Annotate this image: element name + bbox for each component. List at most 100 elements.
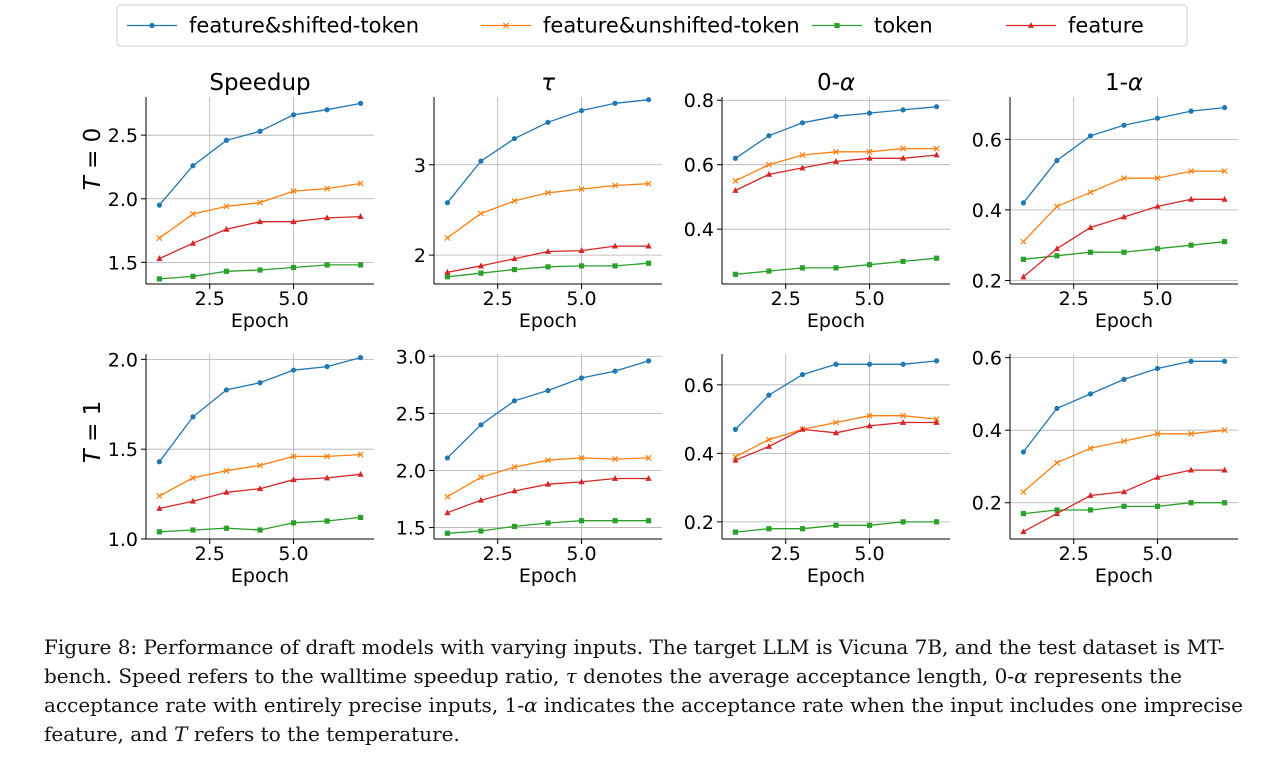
figure-caption: Figure 8: Performance of draft models wi… bbox=[44, 635, 1243, 746]
series-line bbox=[158, 356, 361, 463]
data-point bbox=[444, 200, 451, 206]
chart-panel: 2.5 5.0 0.4 0.6 0.8 Epoch 0-α bbox=[684, 70, 950, 332]
legend-item-triangle: feature bbox=[1006, 14, 1144, 38]
legend-swatch-marker bbox=[1027, 22, 1035, 28]
data-point-stroke-b bbox=[1221, 427, 1228, 434]
data-point bbox=[545, 119, 551, 125]
data-point bbox=[156, 505, 163, 511]
data-point bbox=[290, 218, 297, 225]
data-point bbox=[1187, 466, 1195, 473]
data-point bbox=[357, 262, 364, 268]
data-point bbox=[511, 487, 518, 494]
data-point bbox=[1221, 500, 1228, 506]
data-point bbox=[223, 387, 230, 393]
data-point bbox=[256, 462, 264, 469]
data-point bbox=[1120, 213, 1128, 220]
data-point bbox=[578, 107, 585, 114]
data-point bbox=[612, 182, 619, 189]
data-point bbox=[1053, 203, 1060, 210]
data-point-stroke-b bbox=[1154, 175, 1161, 182]
x-axis-label: Epoch bbox=[519, 310, 577, 332]
data-point-stroke-b bbox=[1020, 238, 1027, 245]
data-point bbox=[1020, 200, 1027, 206]
data-point-stroke-b bbox=[732, 177, 739, 184]
legend-swatch-marker-stroke-b bbox=[502, 22, 510, 29]
data-point bbox=[444, 493, 451, 500]
data-point-stroke-b bbox=[256, 462, 264, 469]
data-point bbox=[223, 525, 230, 531]
data-point bbox=[645, 97, 652, 103]
data-point bbox=[866, 412, 873, 419]
data-point bbox=[933, 145, 940, 152]
data-point bbox=[1188, 358, 1194, 364]
data-point-stroke-b bbox=[578, 454, 585, 461]
data-point-stroke-b bbox=[444, 234, 451, 241]
data-point bbox=[933, 419, 940, 425]
data-point bbox=[933, 358, 940, 364]
y-tick-label: 0.4 bbox=[972, 200, 1002, 222]
chart-panel: 2.5 5.0 1.0 1.5 2.0 Epoch bbox=[108, 349, 374, 587]
x-tick-label: 5.0 bbox=[1142, 288, 1172, 310]
data-point bbox=[1020, 238, 1027, 245]
data-point bbox=[866, 154, 873, 161]
data-point bbox=[223, 137, 230, 143]
data-point bbox=[933, 519, 940, 525]
data-point bbox=[1188, 108, 1194, 114]
data-point bbox=[1087, 133, 1094, 139]
data-point-stroke-b bbox=[866, 412, 873, 419]
panel-title-symbol: α bbox=[840, 70, 855, 96]
data-point bbox=[189, 239, 197, 246]
data-point bbox=[1053, 510, 1061, 517]
data-point bbox=[1087, 224, 1094, 230]
data-point bbox=[1154, 202, 1161, 209]
data-point bbox=[799, 526, 806, 532]
data-point-stroke-b bbox=[223, 203, 230, 210]
data-point-stroke-b bbox=[645, 454, 652, 461]
data-point bbox=[1221, 358, 1228, 364]
data-point bbox=[189, 211, 196, 218]
data-point bbox=[799, 265, 806, 271]
legend: feature&shifted-token feature&unshifted-t… bbox=[116, 4, 1188, 47]
chart-panel: 2.5 5.0 2 3 Epoch τ bbox=[414, 70, 662, 332]
data-point bbox=[156, 255, 163, 261]
data-point bbox=[578, 454, 585, 461]
x-tick-label: 5.0 bbox=[278, 543, 308, 565]
data-point bbox=[324, 518, 330, 524]
y-tick-label: 1.5 bbox=[108, 252, 138, 274]
data-point bbox=[290, 264, 297, 271]
data-point bbox=[645, 242, 652, 249]
x-tick-label: 5.0 bbox=[854, 543, 884, 565]
series-line bbox=[1022, 429, 1225, 493]
data-point bbox=[544, 248, 552, 254]
data-point bbox=[290, 367, 297, 373]
series-line bbox=[1022, 106, 1225, 204]
data-point bbox=[323, 474, 331, 481]
data-point bbox=[444, 530, 451, 536]
data-point bbox=[357, 100, 364, 106]
data-point bbox=[1020, 488, 1027, 495]
data-point bbox=[645, 518, 652, 524]
data-point bbox=[324, 185, 331, 192]
panel-title: 0-α bbox=[817, 70, 855, 96]
data-point bbox=[645, 358, 652, 364]
row-label: T = 1 bbox=[80, 401, 106, 464]
y-tick-label: 1.5 bbox=[396, 518, 426, 540]
x-axis-label: Epoch bbox=[1095, 310, 1153, 332]
legend-swatch-marker bbox=[502, 22, 510, 29]
data-point bbox=[1020, 273, 1027, 280]
data-point bbox=[1054, 405, 1060, 412]
data-point bbox=[612, 263, 618, 269]
data-point bbox=[578, 375, 585, 381]
legend-swatch-marker bbox=[149, 22, 155, 29]
y-tick-label: 3 bbox=[414, 155, 426, 177]
data-point bbox=[290, 520, 297, 526]
x-tick-label: 2.5 bbox=[1059, 543, 1089, 565]
data-point bbox=[732, 271, 739, 277]
x-tick-label: 2.5 bbox=[195, 543, 225, 565]
data-point bbox=[256, 199, 264, 206]
x-axis-label: Epoch bbox=[231, 565, 289, 587]
series-line bbox=[734, 360, 937, 430]
y-tick-label: 0.8 bbox=[684, 90, 714, 112]
data-point bbox=[1020, 256, 1027, 262]
data-point bbox=[357, 354, 364, 361]
